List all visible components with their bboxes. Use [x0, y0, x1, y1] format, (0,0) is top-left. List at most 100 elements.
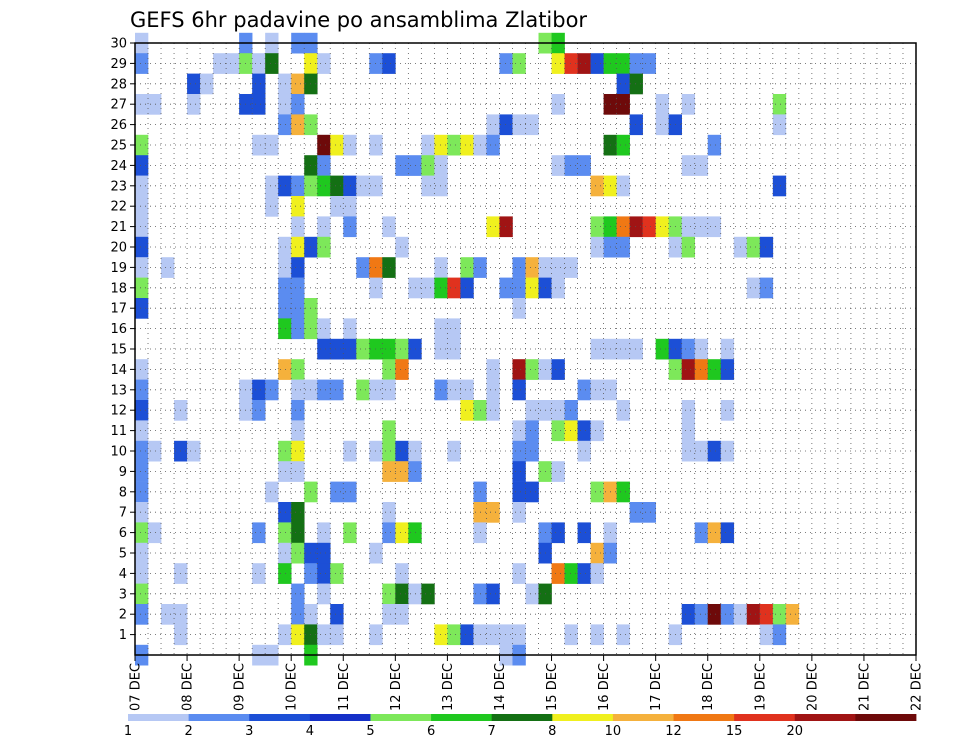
heatmap-cell [434, 624, 448, 646]
colorbar-label: 4 [306, 724, 314, 739]
heatmap-cell [330, 624, 344, 646]
heatmap-cell [551, 257, 565, 278]
x-tick-label: 17 DEC [649, 663, 664, 711]
heatmap-cell [447, 440, 461, 462]
heatmap-cell [577, 440, 591, 462]
heatmap-cell [343, 216, 357, 238]
heatmap-cell [616, 175, 630, 197]
heatmap-cell [135, 134, 149, 156]
heatmap-cell [447, 277, 461, 299]
heatmap-cell [265, 379, 279, 401]
heatmap-cell [447, 624, 461, 646]
heatmap-cell [616, 216, 630, 238]
heatmap-cells [135, 32, 800, 666]
heatmap-cell [278, 94, 292, 115]
heatmap-cell [421, 155, 435, 176]
heatmap-cell [291, 236, 305, 258]
heatmap-cell [382, 338, 396, 360]
y-tick-label: 30 [110, 37, 127, 52]
heatmap-cell [681, 420, 696, 442]
heatmap-cell [252, 53, 266, 74]
heatmap-cell [577, 53, 591, 74]
x-tick-label: 20 DEC [805, 663, 820, 711]
y-tick-label: 10 [110, 445, 127, 460]
heatmap-cell [330, 338, 344, 360]
heatmap-cell [720, 604, 735, 625]
heatmap-cell [252, 379, 266, 401]
plot-frame [134, 42, 917, 656]
heatmap-cell [499, 624, 513, 646]
heatmap-cell [551, 359, 565, 380]
x-tick-label: 11 DEC [337, 663, 352, 711]
heatmap-cell [564, 624, 578, 646]
heatmap-cell [590, 481, 604, 503]
heatmap-cell [694, 440, 709, 462]
heatmap-cell [317, 522, 331, 544]
heatmap-cell [291, 624, 305, 646]
y-tick-label: 26 [110, 118, 127, 133]
heatmap-cell [421, 277, 435, 299]
heatmap-cell [616, 94, 630, 115]
heatmap-cell [590, 216, 604, 238]
heatmap-cell [486, 379, 500, 401]
heatmap-cell [135, 94, 149, 115]
heatmap-cell [421, 134, 435, 156]
heatmap-cell [772, 114, 787, 136]
heatmap-cell [356, 257, 370, 278]
heatmap-cell [642, 502, 656, 523]
heatmap-cell [291, 277, 305, 299]
heatmap-cell [265, 53, 279, 74]
heatmap-cell [330, 563, 344, 584]
heatmap-cell [200, 73, 214, 95]
heatmap-cell [135, 196, 149, 217]
heatmap-cell [772, 604, 787, 625]
heatmap-cell [330, 379, 344, 401]
heatmap-cell [187, 73, 201, 95]
heatmap-cell [512, 359, 526, 380]
heatmap-cell [616, 338, 630, 360]
heatmap-cell [265, 481, 279, 503]
colorbar-swatch [370, 714, 432, 721]
heatmap-cell [616, 481, 630, 503]
y-tick-label: 7 [119, 506, 127, 521]
heatmap-cell [486, 583, 500, 605]
heatmap-cell [135, 175, 149, 197]
heatmap-cell [135, 542, 149, 564]
y-tick-label: 5 [119, 547, 127, 562]
heatmap-cell [395, 155, 409, 176]
heatmap-cell [460, 134, 474, 156]
heatmap-cell [317, 216, 331, 238]
heatmap-cell [512, 461, 526, 482]
heatmap-cell [356, 175, 370, 197]
colorbar-label: 7 [488, 724, 496, 739]
heatmap-cell [291, 94, 305, 115]
heatmap-cell [616, 134, 630, 156]
heatmap-cell [213, 53, 227, 74]
y-tick-label: 23 [110, 179, 127, 194]
heatmap-cell [265, 175, 279, 197]
heatmap-cell [486, 400, 500, 421]
colorbar-swatch [673, 714, 735, 721]
heatmap-cell [291, 522, 305, 544]
heatmap-cell [382, 216, 396, 238]
heatmap-cell [278, 542, 292, 564]
heatmap-cell [460, 624, 474, 646]
y-tick-label: 14 [110, 363, 127, 378]
heatmap-cell [135, 522, 149, 544]
colorbar: 1 2 3 4 5 6 7 8 10 12 15 20 [124, 714, 917, 739]
x-tick-label: 09 DEC [233, 663, 248, 711]
y-tick-label: 8 [119, 485, 127, 500]
heatmap-cell [551, 155, 565, 176]
heatmap-cell [291, 216, 305, 238]
heatmap-cell [278, 114, 292, 136]
x-tick-label: 16 DEC [597, 663, 612, 711]
heatmap-cell [291, 583, 305, 605]
heatmap-cell [564, 53, 578, 74]
heatmap-cell [382, 522, 396, 544]
heatmap-cell [590, 236, 604, 258]
heatmap-cell [330, 175, 344, 197]
heatmap-cell [148, 522, 162, 544]
heatmap-cell [681, 359, 696, 380]
heatmap-cell [694, 604, 709, 625]
